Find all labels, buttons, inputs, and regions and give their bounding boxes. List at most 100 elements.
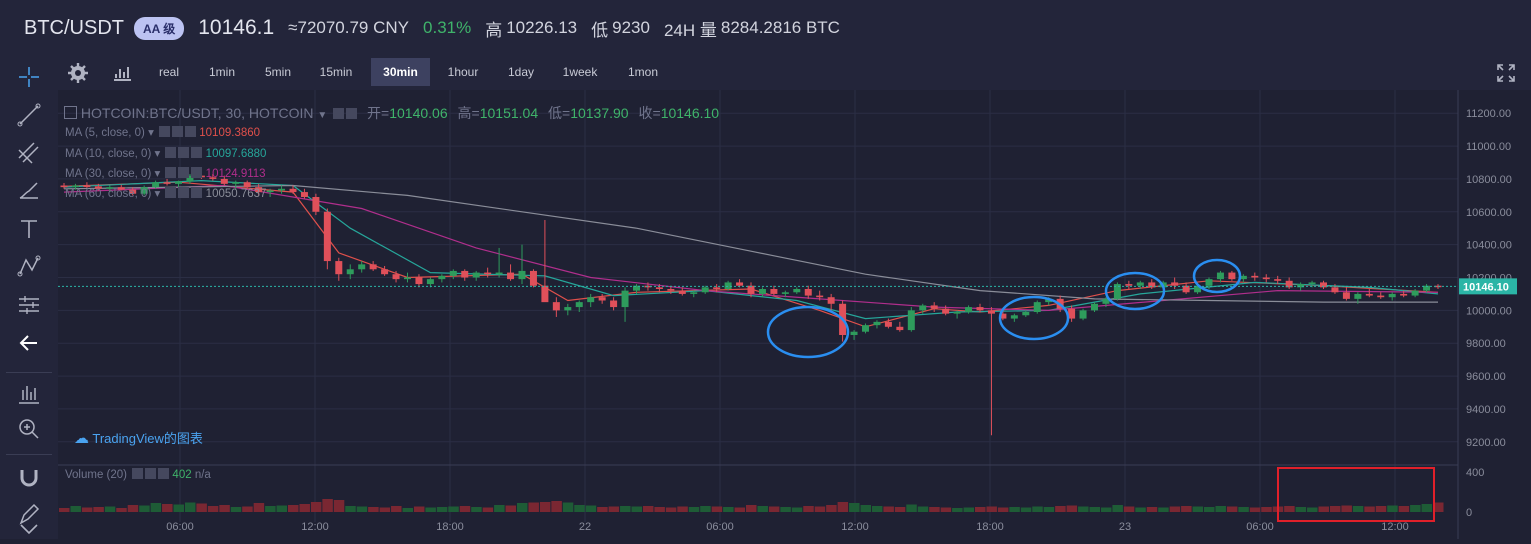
candle-body[interactable] <box>1354 293 1362 299</box>
candle-body[interactable] <box>1010 315 1018 319</box>
candle-body[interactable] <box>667 289 675 291</box>
zoom-in-icon[interactable] <box>16 416 42 442</box>
candle-body[interactable] <box>1377 295 1385 298</box>
candle-body[interactable] <box>724 282 732 289</box>
candle-body[interactable] <box>255 187 263 193</box>
timeframe-30min[interactable]: 30min <box>371 58 430 86</box>
candle-body[interactable] <box>1102 298 1110 304</box>
candle-body[interactable] <box>1262 277 1270 280</box>
candle-body[interactable] <box>781 292 789 294</box>
candle-body[interactable] <box>999 313 1007 319</box>
chart-area[interactable]: 11200.00 11000.00 10800.00 10600.00 10400.00… <box>58 90 1531 539</box>
candle-body[interactable] <box>381 269 389 275</box>
settings-icon[interactable] <box>346 108 358 119</box>
candle-body[interactable] <box>1205 279 1213 286</box>
candle-body[interactable] <box>953 312 961 314</box>
candle-body[interactable] <box>278 188 286 191</box>
candle-body[interactable] <box>1297 284 1305 288</box>
timeframe-real[interactable]: real <box>158 65 179 79</box>
candle-body[interactable] <box>690 292 698 294</box>
close-icon[interactable] <box>191 187 203 198</box>
candle-body[interactable] <box>541 285 549 303</box>
candle-body[interactable] <box>1113 284 1121 299</box>
candle-body[interactable] <box>83 185 91 188</box>
candle-body[interactable] <box>873 321 881 326</box>
timeframe-1week[interactable]: 1week <box>562 65 598 79</box>
settings-icon[interactable] <box>178 187 190 198</box>
collapse-icon[interactable] <box>64 106 77 119</box>
candle-body[interactable] <box>404 277 411 280</box>
candle-body[interactable] <box>129 189 137 194</box>
candle-body[interactable] <box>884 321 892 327</box>
candle-body[interactable] <box>1423 285 1431 291</box>
candle-body[interactable] <box>266 190 274 193</box>
candle-body[interactable] <box>346 269 354 275</box>
candle-body[interactable] <box>209 177 217 179</box>
chevron-down-icon[interactable] <box>18 522 40 536</box>
eye-icon[interactable] <box>165 167 177 178</box>
candle-body[interactable] <box>1194 285 1202 293</box>
brush-icon[interactable] <box>16 178 42 204</box>
timeframe-1hour[interactable]: 1hour <box>447 65 479 79</box>
timeframe-1mon[interactable]: 1mon <box>627 65 659 79</box>
candle-body[interactable] <box>701 287 709 293</box>
candle-body[interactable] <box>1400 293 1408 296</box>
zoom-chart-icon[interactable] <box>16 380 42 406</box>
trend-line-icon[interactable] <box>16 102 42 128</box>
candle-body[interactable] <box>736 282 744 286</box>
candle-body[interactable] <box>633 285 640 291</box>
eye-icon[interactable] <box>165 147 177 158</box>
candle-body[interactable] <box>575 302 583 308</box>
candle-body[interactable] <box>392 274 400 280</box>
candle-body[interactable] <box>1331 287 1339 293</box>
timeframe-5min[interactable]: 5min <box>264 65 291 79</box>
candle-body[interactable] <box>529 270 537 286</box>
close-icon[interactable] <box>158 468 170 479</box>
crosshair-icon[interactable] <box>16 64 42 90</box>
candle-body[interactable] <box>1125 284 1133 286</box>
measure-tool-icon[interactable] <box>16 292 42 318</box>
candle-body[interactable] <box>1216 272 1224 280</box>
candle-body[interactable] <box>106 187 114 189</box>
candle-body[interactable] <box>415 277 423 285</box>
candle-body[interactable] <box>1320 282 1327 288</box>
candle-body[interactable] <box>919 305 927 311</box>
candle-body[interactable] <box>518 270 526 280</box>
candle-body[interactable] <box>94 186 102 189</box>
candle-body[interactable] <box>472 272 480 278</box>
timeframe-1min[interactable]: 1min <box>208 65 235 79</box>
candle-body[interactable] <box>163 182 171 184</box>
candle-body[interactable] <box>461 270 469 278</box>
candle-body[interactable] <box>713 287 721 289</box>
eye-icon[interactable] <box>333 108 345 119</box>
candle-body[interactable] <box>312 197 320 212</box>
candle-body[interactable] <box>1342 292 1350 299</box>
candle-body[interactable] <box>1182 285 1190 293</box>
chevron-down-icon[interactable]: ▼ <box>317 110 328 121</box>
candle-body[interactable] <box>1239 275 1247 280</box>
candle-body[interactable] <box>323 211 331 262</box>
candle-body[interactable] <box>1308 282 1316 285</box>
candle-body[interactable] <box>655 287 663 289</box>
settings-icon[interactable] <box>172 126 184 137</box>
candle-body[interactable] <box>747 285 755 294</box>
eye-icon[interactable] <box>159 126 171 137</box>
fullscreen-icon[interactable] <box>1496 63 1516 83</box>
close-icon[interactable] <box>191 147 203 158</box>
candle-body[interactable] <box>1285 280 1293 288</box>
candle-body[interactable] <box>976 307 984 311</box>
candle-body[interactable] <box>1365 293 1373 296</box>
pattern-tool-icon[interactable] <box>16 254 42 280</box>
timeframe-1day[interactable]: 1day <box>507 65 535 79</box>
candle-body[interactable] <box>426 279 434 285</box>
tradingview-watermark[interactable]: ☁ TradingView的图表 <box>74 428 203 447</box>
close-icon[interactable] <box>191 167 203 178</box>
candle-body[interactable] <box>140 187 148 194</box>
candle-body[interactable] <box>770 289 778 294</box>
candle-body[interactable] <box>335 261 343 275</box>
candle-body[interactable] <box>1136 282 1144 286</box>
candle-body[interactable] <box>449 270 457 276</box>
candle-body[interactable] <box>552 302 560 311</box>
candle-body[interactable] <box>495 272 503 275</box>
eye-icon[interactable] <box>132 468 144 479</box>
